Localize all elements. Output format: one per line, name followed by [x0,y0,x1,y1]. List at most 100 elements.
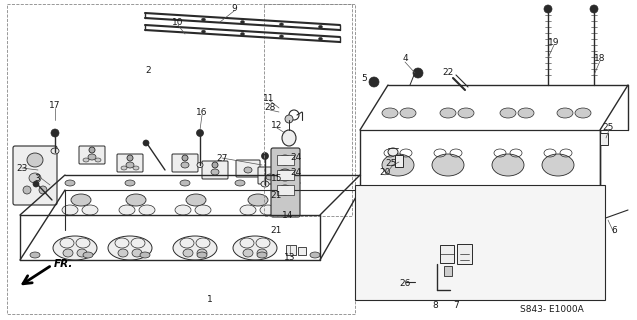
Ellipse shape [95,158,101,162]
Ellipse shape [500,108,516,118]
Ellipse shape [402,189,418,197]
Text: 12: 12 [271,121,283,130]
Bar [7,4,355,314]
Text: 14: 14 [282,211,294,220]
Ellipse shape [186,194,206,206]
Text: 18: 18 [594,53,606,62]
Ellipse shape [590,5,598,13]
Ellipse shape [65,180,75,186]
Bar [395,155,403,167]
FancyBboxPatch shape [271,148,300,217]
Ellipse shape [491,213,535,261]
Text: 1: 1 [207,295,213,305]
Ellipse shape [195,205,211,215]
Ellipse shape [359,209,411,265]
Ellipse shape [544,5,552,13]
Text: 25: 25 [385,158,397,167]
Ellipse shape [63,249,73,257]
Ellipse shape [262,153,269,159]
Text: 7: 7 [453,300,459,309]
Ellipse shape [432,154,464,176]
Text: 19: 19 [548,37,560,46]
Text: 27: 27 [217,154,227,163]
Ellipse shape [33,181,39,187]
Ellipse shape [421,213,465,261]
Ellipse shape [83,252,93,258]
Text: 24: 24 [290,167,302,177]
Ellipse shape [548,213,592,261]
Ellipse shape [542,288,558,296]
Ellipse shape [257,249,267,257]
Ellipse shape [175,205,191,215]
Ellipse shape [365,212,375,218]
Ellipse shape [118,249,128,257]
Bar [298,247,306,255]
Ellipse shape [278,169,292,181]
Ellipse shape [244,167,252,173]
Text: 28: 28 [264,102,276,111]
Text: S843- E1000A: S843- E1000A [520,306,583,315]
Ellipse shape [542,154,574,176]
Ellipse shape [201,30,206,33]
Ellipse shape [140,252,150,258]
Ellipse shape [402,288,418,296]
Ellipse shape [243,249,253,257]
Ellipse shape [126,194,146,206]
Ellipse shape [318,25,322,28]
Ellipse shape [132,249,142,257]
Ellipse shape [518,108,534,118]
Ellipse shape [51,129,59,137]
Ellipse shape [181,162,189,168]
Ellipse shape [363,213,407,261]
Ellipse shape [71,194,91,206]
Ellipse shape [280,23,283,26]
Text: 8: 8 [432,300,438,309]
Ellipse shape [408,281,416,289]
Ellipse shape [261,181,269,187]
Ellipse shape [487,209,539,265]
Ellipse shape [388,148,398,156]
Text: 16: 16 [196,108,208,116]
Text: 11: 11 [263,93,275,102]
Text: 21: 21 [270,226,282,235]
Ellipse shape [290,180,300,186]
Ellipse shape [235,180,245,186]
Text: 9: 9 [231,4,237,12]
Ellipse shape [119,205,135,215]
Ellipse shape [89,147,95,153]
FancyBboxPatch shape [13,146,57,205]
Ellipse shape [27,153,43,167]
Text: 3: 3 [34,173,40,182]
Ellipse shape [133,166,139,170]
FancyBboxPatch shape [258,167,282,184]
Ellipse shape [492,154,524,176]
Bar [277,185,294,195]
Ellipse shape [30,252,40,258]
Ellipse shape [408,196,416,204]
Ellipse shape [257,252,267,258]
Ellipse shape [212,162,218,168]
Text: 13: 13 [284,253,296,262]
Ellipse shape [241,33,245,36]
Text: 24: 24 [290,153,302,162]
Ellipse shape [529,281,537,289]
Ellipse shape [544,209,596,265]
Bar [264,4,352,216]
Ellipse shape [88,154,96,160]
Text: 23: 23 [17,164,27,172]
Text: 2: 2 [145,66,151,75]
Text: 25: 25 [603,123,613,132]
Ellipse shape [233,236,277,260]
Ellipse shape [474,288,490,296]
FancyBboxPatch shape [172,154,198,172]
Ellipse shape [82,205,98,215]
Ellipse shape [197,252,207,258]
Ellipse shape [310,252,320,258]
Ellipse shape [318,37,322,40]
Ellipse shape [83,158,89,162]
Ellipse shape [279,155,291,165]
Ellipse shape [182,155,188,161]
Ellipse shape [196,130,203,137]
Ellipse shape [201,18,206,21]
Ellipse shape [77,249,87,257]
